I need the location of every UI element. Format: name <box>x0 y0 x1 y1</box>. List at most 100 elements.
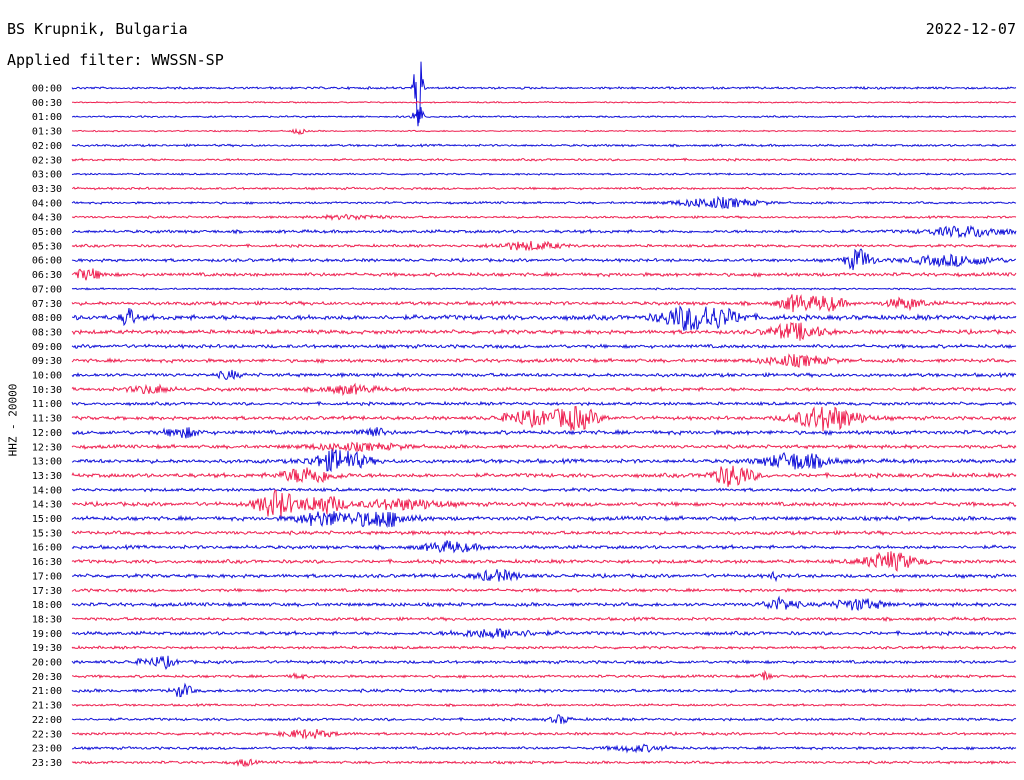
trace-row <box>71 382 1017 397</box>
trace-row <box>71 682 1017 698</box>
row-time-label: 07:30 <box>32 299 62 310</box>
row-time-label: 02:00 <box>32 141 62 152</box>
row-time-label: 18:30 <box>32 614 62 625</box>
trace-row <box>71 714 1017 725</box>
trace-row <box>71 489 1017 517</box>
trace-row <box>71 551 1017 572</box>
row-time-label: 10:00 <box>32 371 62 382</box>
row-time-label: 11:00 <box>32 399 62 410</box>
trace-row <box>71 406 1017 432</box>
row-time-label: 00:30 <box>32 98 62 109</box>
row-time-label: 09:30 <box>32 356 62 367</box>
trace-row <box>71 645 1017 651</box>
date-label: 2022-12-07 <box>925 20 1016 38</box>
row-time-label: 00:00 <box>32 84 62 95</box>
trace-row <box>71 669 1017 681</box>
trace-row <box>71 294 1017 313</box>
row-time-label: 13:00 <box>32 457 62 468</box>
trace-row <box>71 449 1017 473</box>
trace-row <box>72 100 1017 104</box>
row-time-label: 18:00 <box>32 600 62 611</box>
trace-row <box>71 728 1017 740</box>
row-time-label: 03:00 <box>32 170 62 181</box>
trace-row <box>71 143 1017 148</box>
row-time-label: 14:30 <box>32 500 62 511</box>
trace-row <box>71 127 1017 136</box>
row-time-label: 22:00 <box>32 715 62 726</box>
row-time-label: 23:00 <box>32 744 62 755</box>
row-time-label: 21:30 <box>32 701 62 712</box>
row-time-label: 06:00 <box>32 256 62 267</box>
trace-row <box>71 107 1017 127</box>
trace-row <box>71 268 1017 281</box>
trace-row <box>71 758 1016 768</box>
trace-row <box>71 743 1017 754</box>
trace-row <box>71 486 1017 493</box>
row-time-label: 01:30 <box>32 127 62 138</box>
row-time-label: 19:30 <box>32 643 62 654</box>
trace-row <box>71 343 1017 350</box>
row-time-label: 11:30 <box>32 414 62 425</box>
trace-row <box>71 369 1017 380</box>
trace-row <box>71 655 1017 670</box>
station-title: BS Krupnik, Bulgaria <box>7 20 188 38</box>
row-time-label: 13:30 <box>32 471 62 482</box>
trace-row <box>71 441 1017 453</box>
trace-row <box>71 240 1017 252</box>
row-time-label: 08:30 <box>32 327 62 338</box>
trace-row <box>71 595 1017 612</box>
row-time-label: 20:30 <box>32 672 62 683</box>
row-time-label: 16:00 <box>32 543 62 554</box>
row-time-label: 21:00 <box>32 686 62 697</box>
row-time-label: 06:30 <box>32 270 62 281</box>
trace-row <box>71 427 1017 439</box>
row-time-label: 03:30 <box>32 184 62 195</box>
trace-row <box>71 157 1017 162</box>
trace-row <box>71 702 1017 708</box>
row-time-label: 04:00 <box>32 198 62 209</box>
row-time-label: 05:00 <box>32 227 62 238</box>
trace-row <box>71 213 1017 222</box>
filter-label: Applied filter: WWSSN-SP <box>7 51 224 69</box>
trace-row <box>71 529 1017 537</box>
row-time-label: 16:30 <box>32 557 62 568</box>
row-time-label: 22:30 <box>32 729 62 740</box>
trace-row <box>71 287 1017 291</box>
trace-row <box>71 186 1017 191</box>
row-time-label: 07:00 <box>32 284 62 295</box>
trace-row <box>71 511 1017 528</box>
row-time-label: 20:00 <box>32 658 62 669</box>
row-time-label: 04:30 <box>32 213 62 224</box>
row-time-label: 02:30 <box>32 155 62 166</box>
trace-row <box>71 587 1017 594</box>
trace-row <box>71 248 1017 271</box>
row-time-label: 14:00 <box>32 485 62 496</box>
row-time-label: 12:30 <box>32 442 62 453</box>
trace-row <box>71 540 1017 554</box>
trace-row <box>71 568 1017 583</box>
trace-row <box>71 172 1017 176</box>
row-time-label: 05:30 <box>32 241 62 252</box>
row-time-label: 23:30 <box>32 758 62 769</box>
trace-row <box>71 465 1017 487</box>
row-time-label: 01:00 <box>32 112 62 123</box>
row-time-label: 08:00 <box>32 313 62 324</box>
row-time-label: 15:00 <box>32 514 62 525</box>
trace-row <box>72 224 1017 239</box>
row-time-label: 10:30 <box>32 385 62 396</box>
trace-row <box>71 616 1017 623</box>
trace-row <box>71 321 1017 341</box>
row-time-label: 17:30 <box>32 586 62 597</box>
trace-row <box>71 195 1017 210</box>
trace-row <box>71 305 1017 331</box>
row-time-label: 09:00 <box>32 342 62 353</box>
trace-row <box>71 627 1017 640</box>
row-time-label: 15:30 <box>32 528 62 539</box>
row-time-label: 12:00 <box>32 428 62 439</box>
row-time-label: 17:00 <box>32 571 62 582</box>
row-time-label: 19:00 <box>32 629 62 640</box>
trace-row <box>71 400 1017 407</box>
trace-row <box>71 353 1017 368</box>
trace-row <box>71 61 1017 123</box>
